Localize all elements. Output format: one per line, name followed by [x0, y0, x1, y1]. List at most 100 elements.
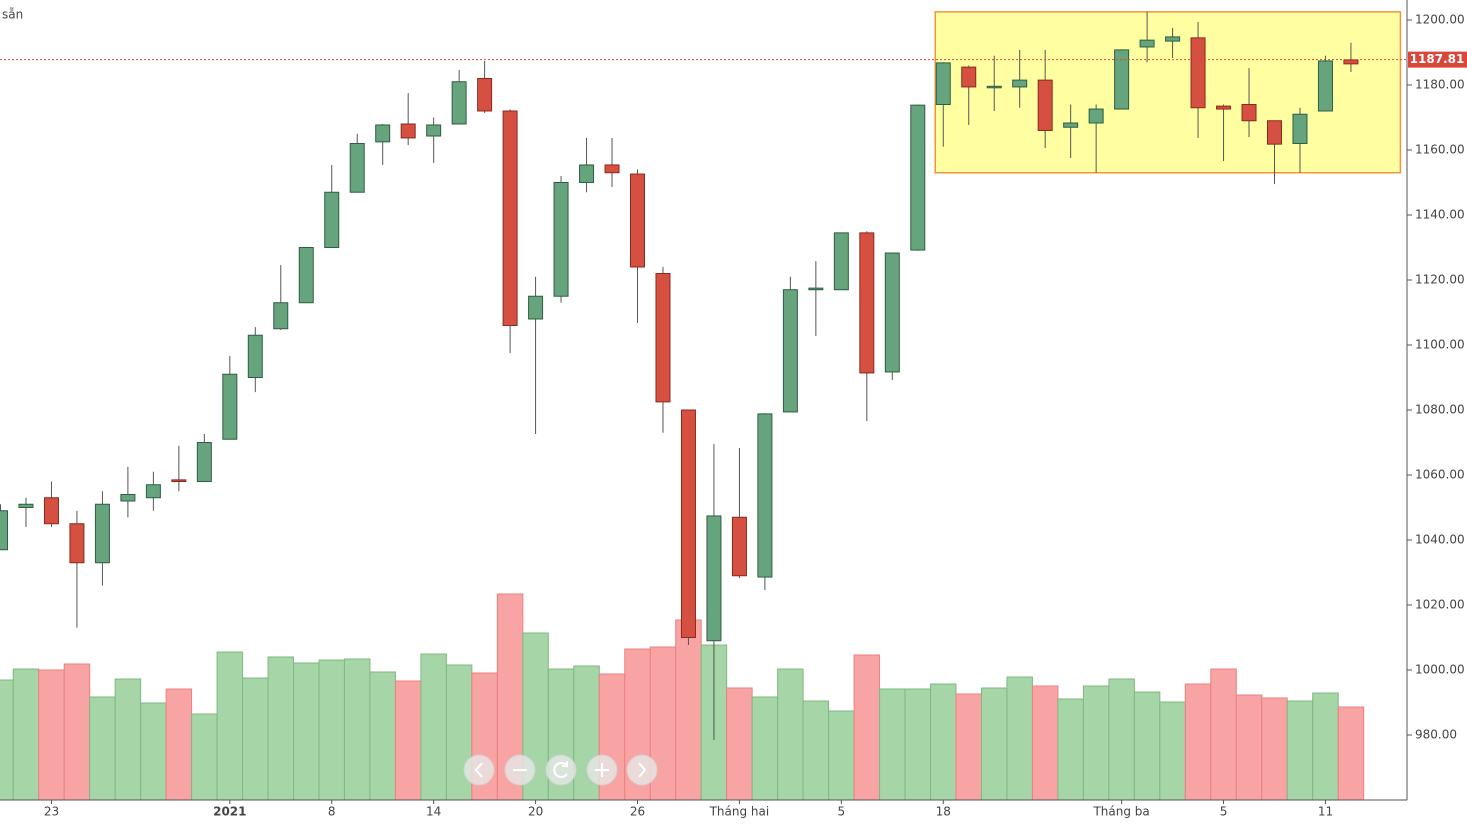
volume-bar: [1184, 683, 1212, 801]
volume-bar: [191, 713, 218, 801]
candle-body: [120, 493, 136, 502]
volume-bar: [63, 663, 91, 801]
nav-buttons: [463, 754, 658, 786]
candle-body: [1037, 79, 1053, 131]
candle-body: [935, 62, 951, 105]
candle-body: [196, 441, 212, 482]
candle-body: [706, 515, 722, 642]
y-tick-label: 1020.00: [1415, 597, 1465, 611]
candle-body: [426, 124, 442, 137]
candle-body: [69, 523, 85, 564]
x-tick-label: 14: [426, 805, 441, 819]
candle-body: [43, 497, 59, 525]
volume-bar: [828, 710, 855, 801]
volume-bar: [675, 619, 702, 801]
volume-bar: [1337, 706, 1365, 801]
candle-body: [553, 181, 569, 297]
volume-bar: [802, 700, 830, 801]
y-tick-label: 1200.00: [1415, 12, 1465, 26]
candle-body: [1241, 103, 1257, 122]
volume-bar: [1057, 698, 1084, 801]
volume-bar: [140, 702, 167, 801]
volume-bar: [242, 677, 269, 801]
candle-body: [1216, 105, 1232, 110]
volume-bar: [726, 687, 753, 801]
y-tick-label: 980.00: [1415, 727, 1457, 741]
candle-body: [375, 124, 391, 143]
volume-bar: [1286, 700, 1314, 801]
volume-bar: [38, 669, 65, 801]
candle-body: [604, 164, 620, 174]
volume-bar: [1210, 668, 1237, 801]
candle-body: [94, 503, 110, 564]
y-tick-label: 1040.00: [1415, 532, 1465, 546]
candle-body: [1114, 49, 1130, 110]
candle-body: [1267, 120, 1282, 145]
volume-bar: [293, 662, 320, 801]
x-tick-label: 8: [328, 805, 336, 819]
candle-body: [808, 287, 824, 291]
candle-body: [349, 142, 365, 193]
x-tick-label: 20: [528, 805, 543, 819]
candle-body: [757, 413, 773, 578]
scroll-left[interactable]: [463, 754, 495, 786]
y-tick-label: 1160.00: [1415, 142, 1465, 156]
y-tick-label: 1140.00: [1415, 207, 1465, 221]
volume-bar: [369, 671, 396, 801]
volume-bar: [114, 678, 142, 801]
y-tick-label: 1060.00: [1415, 467, 1465, 481]
candle-body: [324, 191, 340, 248]
volume-bar: [0, 679, 14, 801]
volume-bar: [267, 656, 295, 801]
candle-body: [1317, 60, 1333, 112]
x-tick-label: 18: [936, 805, 951, 819]
scroll-right[interactable]: [626, 754, 658, 786]
candle-body: [171, 479, 187, 482]
volume-bar: [1031, 685, 1059, 801]
candle-body: [273, 302, 289, 330]
volume-bar: [1235, 694, 1263, 801]
volume-bar: [343, 658, 371, 801]
x-tick-label: 5: [838, 805, 846, 819]
volume-bar: [318, 659, 345, 801]
candle-body: [1139, 39, 1155, 48]
zoom-in[interactable]: [586, 754, 618, 786]
header-text: sẵn: [2, 8, 23, 22]
volume-bar: [1159, 701, 1186, 801]
volume-bar: [1108, 678, 1135, 801]
y-tick-label: 1100.00: [1415, 337, 1465, 351]
candle-body: [655, 272, 671, 403]
candle-body: [1292, 113, 1308, 144]
candle-body: [1165, 36, 1181, 42]
candle-body: [451, 81, 467, 125]
candle-body: [630, 173, 645, 268]
candle-body: [986, 85, 1002, 89]
last-price-label: 1187.81: [1410, 52, 1465, 66]
volume-bar: [777, 668, 804, 801]
candle-body: [961, 66, 977, 88]
x-tick-label: 5: [1220, 805, 1228, 819]
candle-body: [884, 252, 900, 373]
y-tick-label: 1080.00: [1415, 402, 1465, 416]
volume-bar: [751, 696, 779, 801]
x-tick-label: 23: [44, 805, 59, 819]
candle-body: [782, 289, 798, 413]
candle-body: [1063, 122, 1079, 128]
reset[interactable]: [545, 754, 577, 786]
volume-bar: [12, 668, 40, 801]
candle-body: [477, 77, 493, 112]
candle-body: [18, 503, 34, 508]
zoom-out[interactable]: [504, 754, 536, 786]
x-tick-label: 26: [630, 805, 645, 819]
candle-body: [222, 373, 238, 440]
volume-bar: [980, 687, 1008, 801]
volume-bar: [1082, 685, 1110, 801]
x-tick-label: 11: [1318, 805, 1333, 819]
volume-bar: [955, 693, 982, 801]
candle-body: [910, 104, 926, 251]
volume-bar: [1133, 691, 1161, 801]
candle-body: [579, 164, 595, 183]
volume-bar: [1261, 697, 1288, 801]
volume-bar: [420, 653, 447, 801]
